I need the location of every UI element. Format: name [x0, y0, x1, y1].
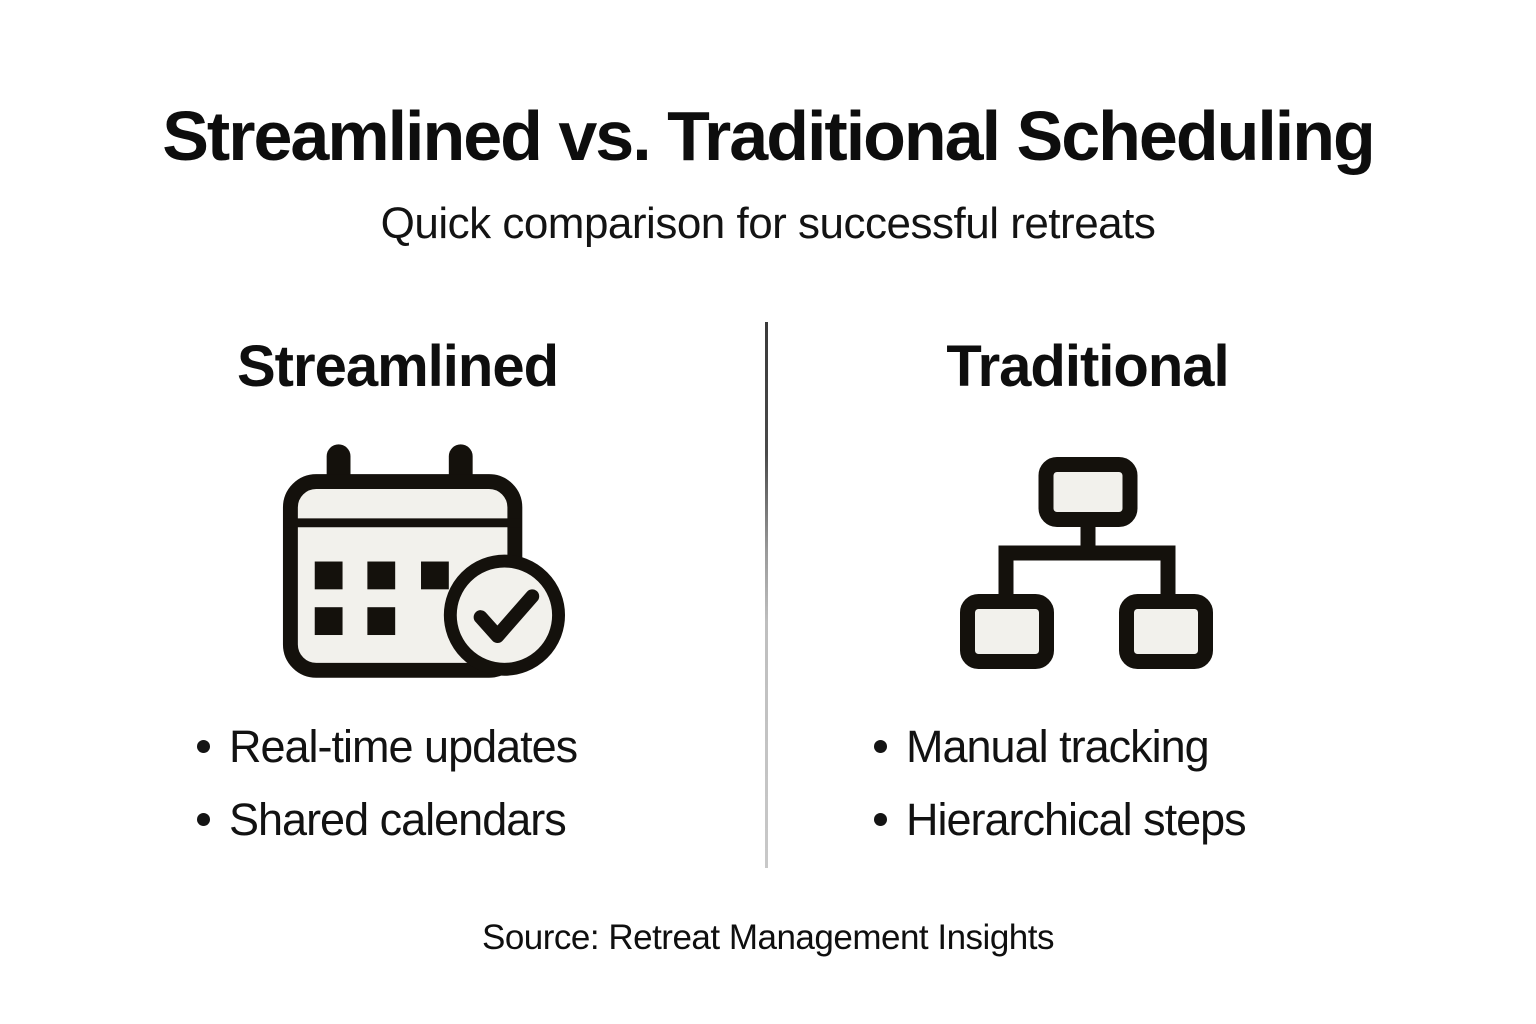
page-subtitle: Quick comparison for successful retreats: [380, 199, 1156, 248]
org-chart-icon: [960, 457, 1213, 669]
list-item: Real-time updates: [195, 710, 755, 783]
column-heading-streamlined: Streamlined: [237, 334, 559, 399]
traditional-bullet-list: Manual tracking Hierarchical steps: [872, 710, 1432, 856]
column-divider: [765, 322, 768, 868]
streamlined-bullet-list: Real-time updates Shared calendars: [195, 710, 755, 856]
list-item: Shared calendars: [195, 783, 755, 856]
calendar-check-icon: [282, 444, 566, 678]
list-item: Manual tracking: [872, 710, 1432, 783]
column-heading-traditional: Traditional: [946, 334, 1229, 399]
source-text: Source: Retreat Management Insights: [482, 918, 1054, 957]
list-item: Hierarchical steps: [872, 783, 1432, 856]
page-title: Streamlined vs. Traditional Scheduling: [162, 97, 1376, 175]
